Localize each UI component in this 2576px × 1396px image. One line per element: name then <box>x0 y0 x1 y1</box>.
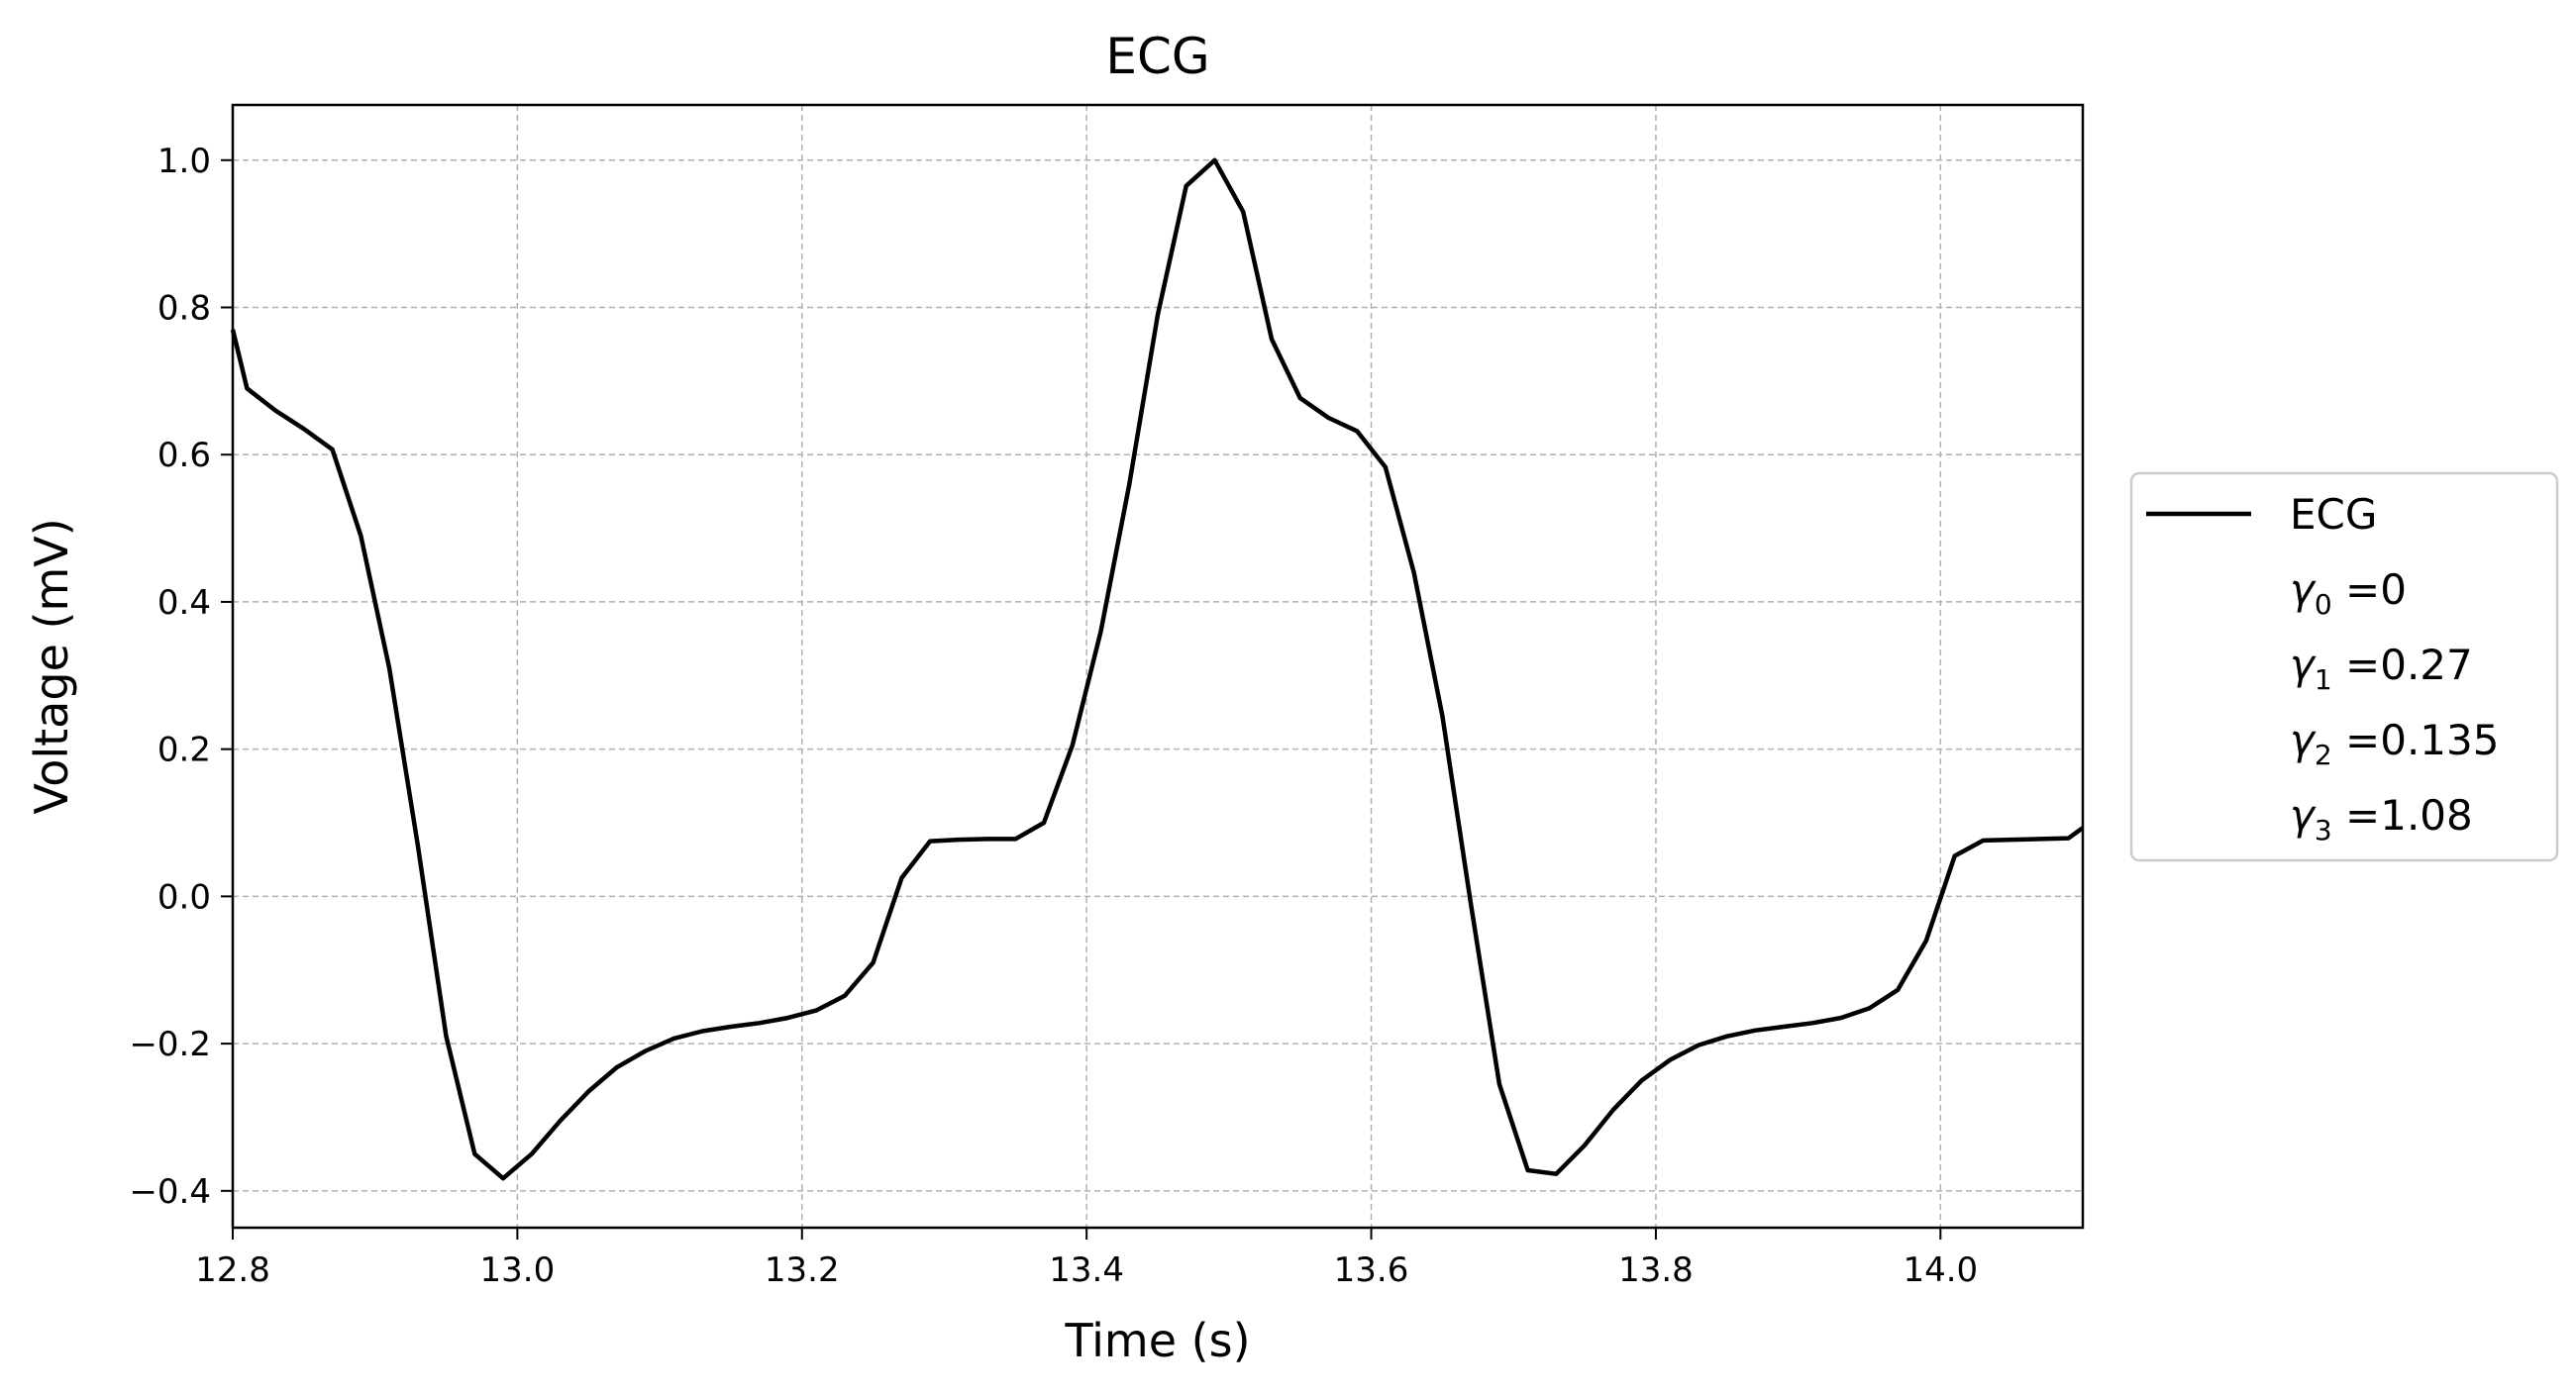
y-tick-label: 0.6 <box>157 436 211 475</box>
data-point <box>446 1036 448 1038</box>
data-point <box>1726 1036 1728 1038</box>
y-axis-label: Voltage (mV) <box>25 518 78 814</box>
data-point <box>388 667 390 669</box>
y-tick-label: −0.2 <box>129 1025 211 1064</box>
x-tick-label: 13.0 <box>480 1250 556 1290</box>
data-point <box>815 1010 817 1012</box>
data-point <box>1556 1173 1558 1175</box>
data-point <box>1356 431 1358 433</box>
data-point <box>1328 417 1330 419</box>
data-point <box>787 1017 789 1019</box>
data-point <box>958 839 960 841</box>
data-point <box>873 962 875 964</box>
legend-param-gamma-1: γ1 =0.27 <box>2290 641 2473 696</box>
data-point <box>759 1023 761 1025</box>
data-point <box>531 1153 533 1155</box>
data-point <box>1470 903 1472 905</box>
x-tick-label: 13.2 <box>765 1250 840 1290</box>
data-point <box>1157 314 1159 316</box>
data-point <box>1869 1008 1871 1010</box>
data-point <box>1698 1045 1700 1047</box>
x-tick-label: 13.6 <box>1334 1250 1409 1290</box>
data-point <box>929 841 931 843</box>
chart-title: ECG <box>1105 28 1209 85</box>
data-point <box>1385 466 1387 468</box>
data-point <box>1242 211 1244 213</box>
data-point <box>1527 1169 1529 1171</box>
data-point <box>1043 822 1045 824</box>
data-point <box>1811 1023 1813 1025</box>
y-tick-label: −0.4 <box>129 1172 211 1212</box>
data-point <box>844 995 846 997</box>
data-point <box>701 1031 703 1033</box>
y-tick-label: 0.4 <box>157 583 211 623</box>
y-tick-label: 0.2 <box>157 731 211 770</box>
data-point <box>1612 1109 1614 1111</box>
data-point <box>1072 745 1074 747</box>
data-point <box>1185 185 1187 187</box>
data-point <box>1641 1080 1643 1082</box>
x-tick-label: 13.4 <box>1049 1250 1124 1290</box>
x-tick-label: 12.8 <box>195 1250 270 1290</box>
data-point <box>361 535 362 537</box>
y-tick-label: 0.0 <box>157 877 211 917</box>
series-layer <box>230 157 2085 1181</box>
data-point <box>474 1153 476 1155</box>
data-point <box>1129 483 1131 485</box>
data-point <box>247 388 249 390</box>
grid-lines <box>233 105 2083 1228</box>
data-point <box>1954 855 1956 857</box>
data-point <box>1983 840 1985 842</box>
data-point <box>645 1050 647 1052</box>
legend-param-gamma-0: γ0 =0 <box>2290 565 2407 621</box>
legend: ECG γ0 =0 γ1 =0.27 γ2 =0.135 γ3 =1.08 <box>2129 471 2559 862</box>
legend-box <box>2129 471 2559 862</box>
data-point <box>1442 715 1444 717</box>
data-point <box>2039 839 2041 841</box>
data-point <box>332 449 334 450</box>
series-line-ecg <box>230 157 2085 1181</box>
data-point <box>1299 397 1301 399</box>
y-tick-label: 0.8 <box>157 288 211 328</box>
x-tick-label: 13.8 <box>1618 1250 1694 1290</box>
legend-param-gamma-2: γ2 =0.135 <box>2290 716 2499 771</box>
data-point <box>274 410 276 412</box>
data-point <box>673 1038 675 1040</box>
data-point <box>1670 1059 1672 1061</box>
data-point <box>1840 1017 1842 1019</box>
data-point <box>1015 839 1017 841</box>
x-axis-label: Time (s) <box>1064 1314 1250 1367</box>
data-point <box>730 1026 732 1028</box>
data-point <box>502 1177 504 1179</box>
data-point <box>1584 1145 1586 1147</box>
y-axis: −0.4 −0.2 0.0 0.2 0.4 0.6 0.8 1.0 <box>129 142 233 1212</box>
data-point <box>1413 571 1415 573</box>
data-point <box>1897 989 1899 991</box>
data-point <box>1498 1083 1500 1085</box>
data-point <box>1925 940 1927 942</box>
data-point <box>1783 1026 1785 1028</box>
data-point <box>986 839 988 841</box>
data-point <box>1271 339 1273 341</box>
legend-param-gamma-3: γ3 =1.08 <box>2290 791 2473 847</box>
data-point <box>1755 1030 1757 1032</box>
x-tick-label: 14.0 <box>1903 1250 1978 1290</box>
data-point <box>303 428 305 430</box>
data-point <box>901 877 903 879</box>
plot-frame <box>231 103 2085 1230</box>
data-point <box>1100 631 1102 633</box>
data-point <box>587 1091 589 1093</box>
data-point <box>616 1066 618 1068</box>
data-point <box>417 845 419 847</box>
x-axis: 12.8 13.0 13.2 13.4 13.6 13.8 14.0 <box>195 1228 1978 1290</box>
data-point <box>560 1120 562 1122</box>
data-point <box>2010 839 2012 841</box>
y-tick-label: 1.0 <box>157 142 211 181</box>
data-point <box>1214 159 1216 161</box>
legend-ecg-label: ECG <box>2290 490 2377 539</box>
data-point <box>2068 838 2070 840</box>
